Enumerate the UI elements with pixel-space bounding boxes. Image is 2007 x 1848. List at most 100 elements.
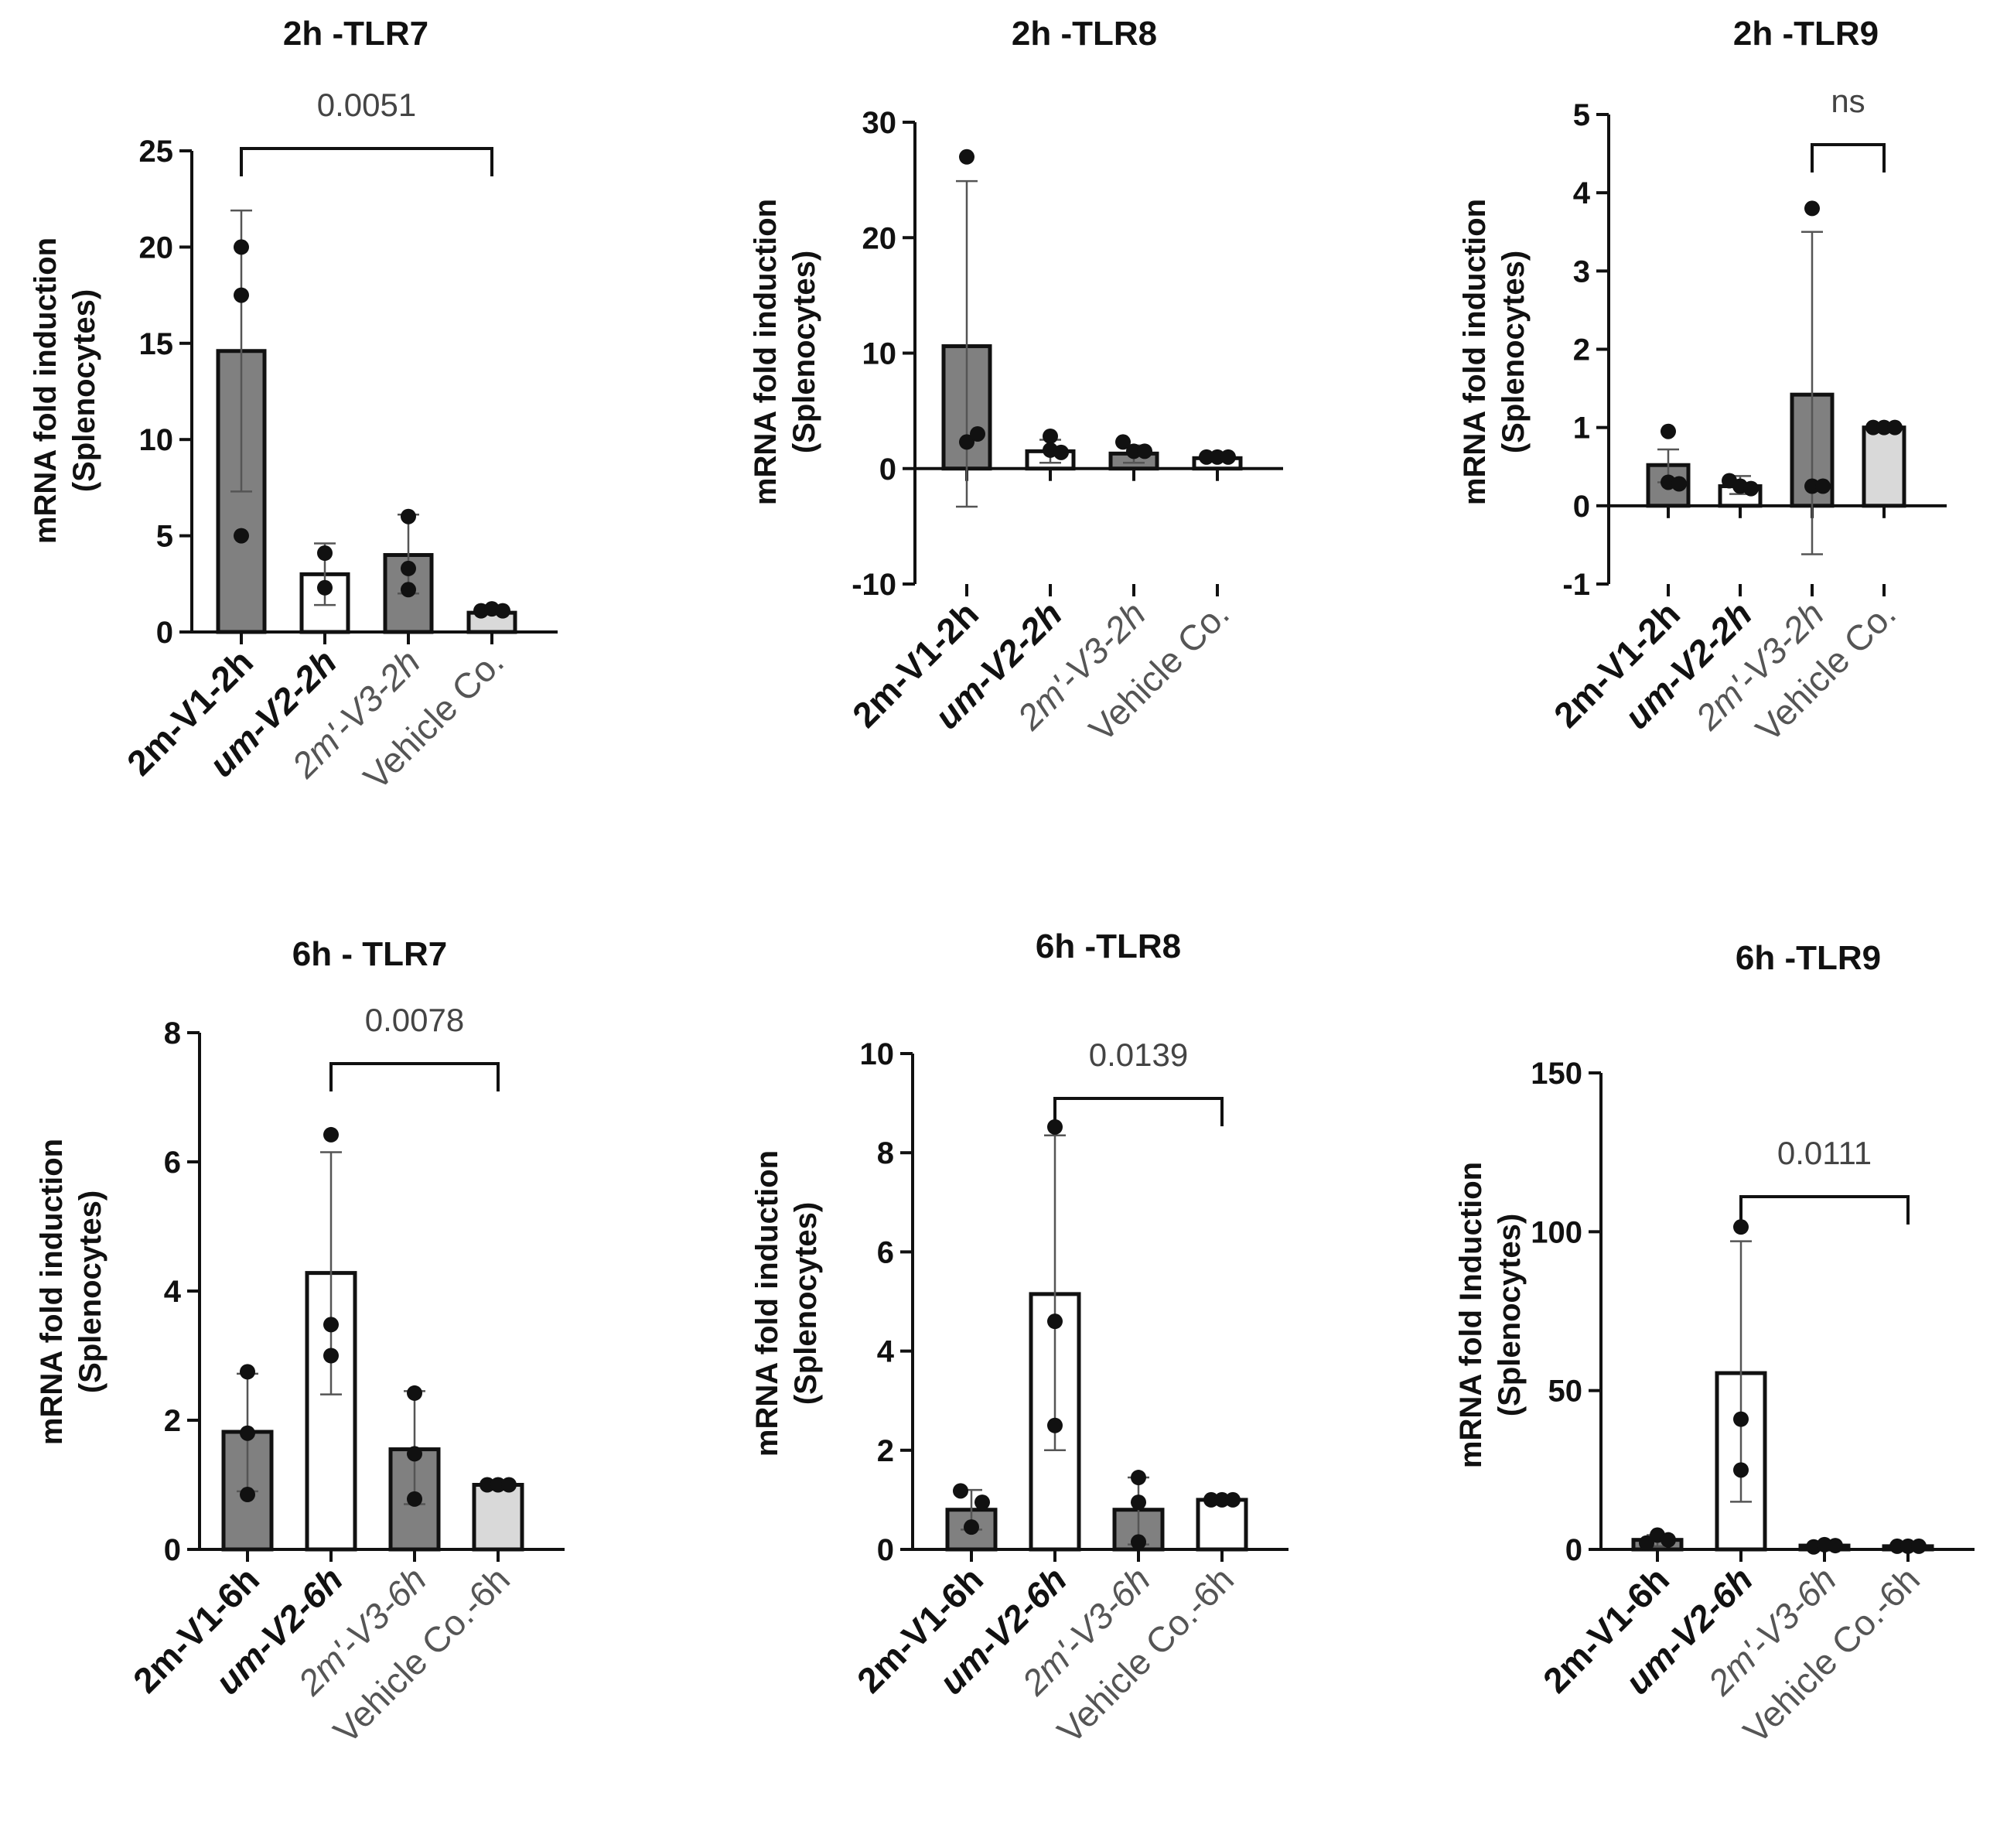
panel-2h-tlr7: 2h -TLR7 mRNA fold induction (Splenocytes)… [29, 15, 558, 798]
significance-bracket [329, 1062, 500, 1091]
data-point [234, 528, 249, 544]
data-point [1733, 1219, 1749, 1235]
y-tick-label: 4 [1573, 176, 1591, 210]
y-tick-label: 1 [1573, 412, 1590, 446]
y-axis-label: mRNA fold induction (Splenocytes) [749, 199, 821, 505]
y-tick-label: 10 [139, 423, 174, 457]
panel-6h-tlr7: 6h - TLR7 mRNA fold induction (Splenocytes… [35, 935, 565, 1751]
data-point [953, 1483, 968, 1499]
data-point [401, 508, 416, 524]
y-tick-label: 5 [1573, 98, 1590, 132]
y-tick-label: 30 [862, 106, 897, 140]
data-point [234, 287, 249, 303]
significance-bracket [1739, 1195, 1910, 1225]
data-point [1199, 449, 1214, 465]
data-point [480, 1477, 495, 1493]
data-point [959, 434, 974, 450]
y-tick-label: 4 [164, 1275, 182, 1309]
data-point [1126, 443, 1142, 459]
significance-bracket [240, 147, 493, 176]
y-axis-label: mRNA fold induction (Splenocytes) [29, 237, 101, 544]
data-point [1131, 1534, 1146, 1550]
data-point [407, 1491, 422, 1507]
y-tick-label: 10 [860, 1037, 895, 1071]
data-point [1043, 428, 1058, 444]
data-point [1225, 1491, 1241, 1508]
data-point [1137, 443, 1152, 459]
panel-2h-tlr9: 2h -TLR9 mRNA fold induction (Splenocytes)… [1458, 15, 1947, 750]
y-axis-label: mRNA fold induction (Splenocytes) [1458, 199, 1531, 505]
y-tick-label: 0 [877, 1533, 894, 1567]
significance-label: 0.0111 [1777, 1135, 1872, 1171]
data-point [495, 603, 510, 619]
y-tick-label: 25 [139, 135, 174, 169]
y-tick-label: -10 [852, 568, 896, 602]
data-point [407, 1385, 422, 1401]
data-point [501, 1477, 517, 1493]
y-axis-label: mRNA fold induction (Splenocytes) [750, 1150, 823, 1457]
y-tick-label: 8 [164, 1016, 181, 1050]
y-tick-label: 20 [862, 221, 897, 255]
data-point [1047, 1119, 1063, 1135]
data-point [240, 1487, 255, 1503]
y-tick-label: 20 [139, 231, 174, 265]
data-point [1743, 480, 1759, 497]
data-point [1639, 1535, 1654, 1551]
data-point [490, 1477, 506, 1493]
data-point [1887, 419, 1903, 436]
data-point [240, 1364, 255, 1380]
data-point [1053, 444, 1069, 460]
data-point [1203, 1491, 1219, 1508]
panel-6h-tlr9: 6h -TLR9 mRNA fold Induction (Splenocytes)… [1454, 939, 1975, 1751]
significance-label: 0.0139 [1089, 1037, 1188, 1073]
y-tick-label: 50 [1548, 1375, 1583, 1409]
data-point [1131, 1470, 1146, 1486]
panel-title: 2h -TLR7 [283, 15, 428, 53]
data-point [1671, 476, 1687, 492]
data-point [1661, 1532, 1676, 1548]
y-tick-label: 3 [1573, 254, 1590, 289]
y-tick-label: 5 [156, 520, 173, 554]
data-point [323, 1126, 339, 1143]
y-tick-label: 6 [164, 1146, 181, 1180]
y-axis-label: mRNA fold induction (Splenocytes) [35, 1139, 108, 1445]
data-point [407, 1446, 422, 1462]
data-point [974, 1494, 990, 1511]
y-tick-label: 0 [1565, 1533, 1582, 1567]
data-point [323, 1317, 339, 1333]
panel-6h-tlr8: 6h -TLR8 mRNA fold induction (Splenocytes)… [750, 927, 1289, 1751]
significance-label: 0.0078 [365, 1002, 464, 1038]
y-tick-label: 2 [164, 1404, 181, 1438]
data-point [1220, 449, 1236, 465]
y-tick-label: 4 [877, 1335, 895, 1369]
data-point [234, 239, 249, 255]
data-point [1900, 1538, 1916, 1554]
y-tick-label: 10 [862, 337, 897, 371]
data-point [1661, 423, 1676, 439]
data-point [1865, 419, 1881, 436]
data-point [1214, 1491, 1230, 1508]
data-point [959, 149, 974, 165]
y-tick-label: 15 [139, 327, 174, 361]
y-tick-label: 0 [156, 616, 173, 650]
data-point [1131, 1494, 1146, 1511]
panel-2h-tlr8: 2h -TLR8 mRNA fold induction (Splenocytes)… [749, 15, 1283, 750]
data-point [1876, 419, 1892, 436]
significance-bracket [1811, 143, 1886, 173]
y-tick-label: 0 [879, 453, 896, 487]
data-point [970, 425, 985, 442]
significance-label: 0.0051 [317, 87, 416, 123]
y-tick-label: -1 [1562, 568, 1590, 602]
data-point [317, 579, 333, 596]
data-point [1889, 1538, 1905, 1554]
bar [1862, 425, 1906, 508]
y-tick-label: 2 [1573, 333, 1590, 367]
y-tick-label: 6 [877, 1235, 894, 1269]
data-point [1733, 1462, 1749, 1478]
data-point [317, 545, 333, 561]
data-point [1047, 1313, 1063, 1330]
panel-title: 2h -TLR9 [1733, 15, 1879, 53]
significance-bracket [1053, 1097, 1224, 1126]
y-tick-label: 8 [877, 1136, 894, 1170]
